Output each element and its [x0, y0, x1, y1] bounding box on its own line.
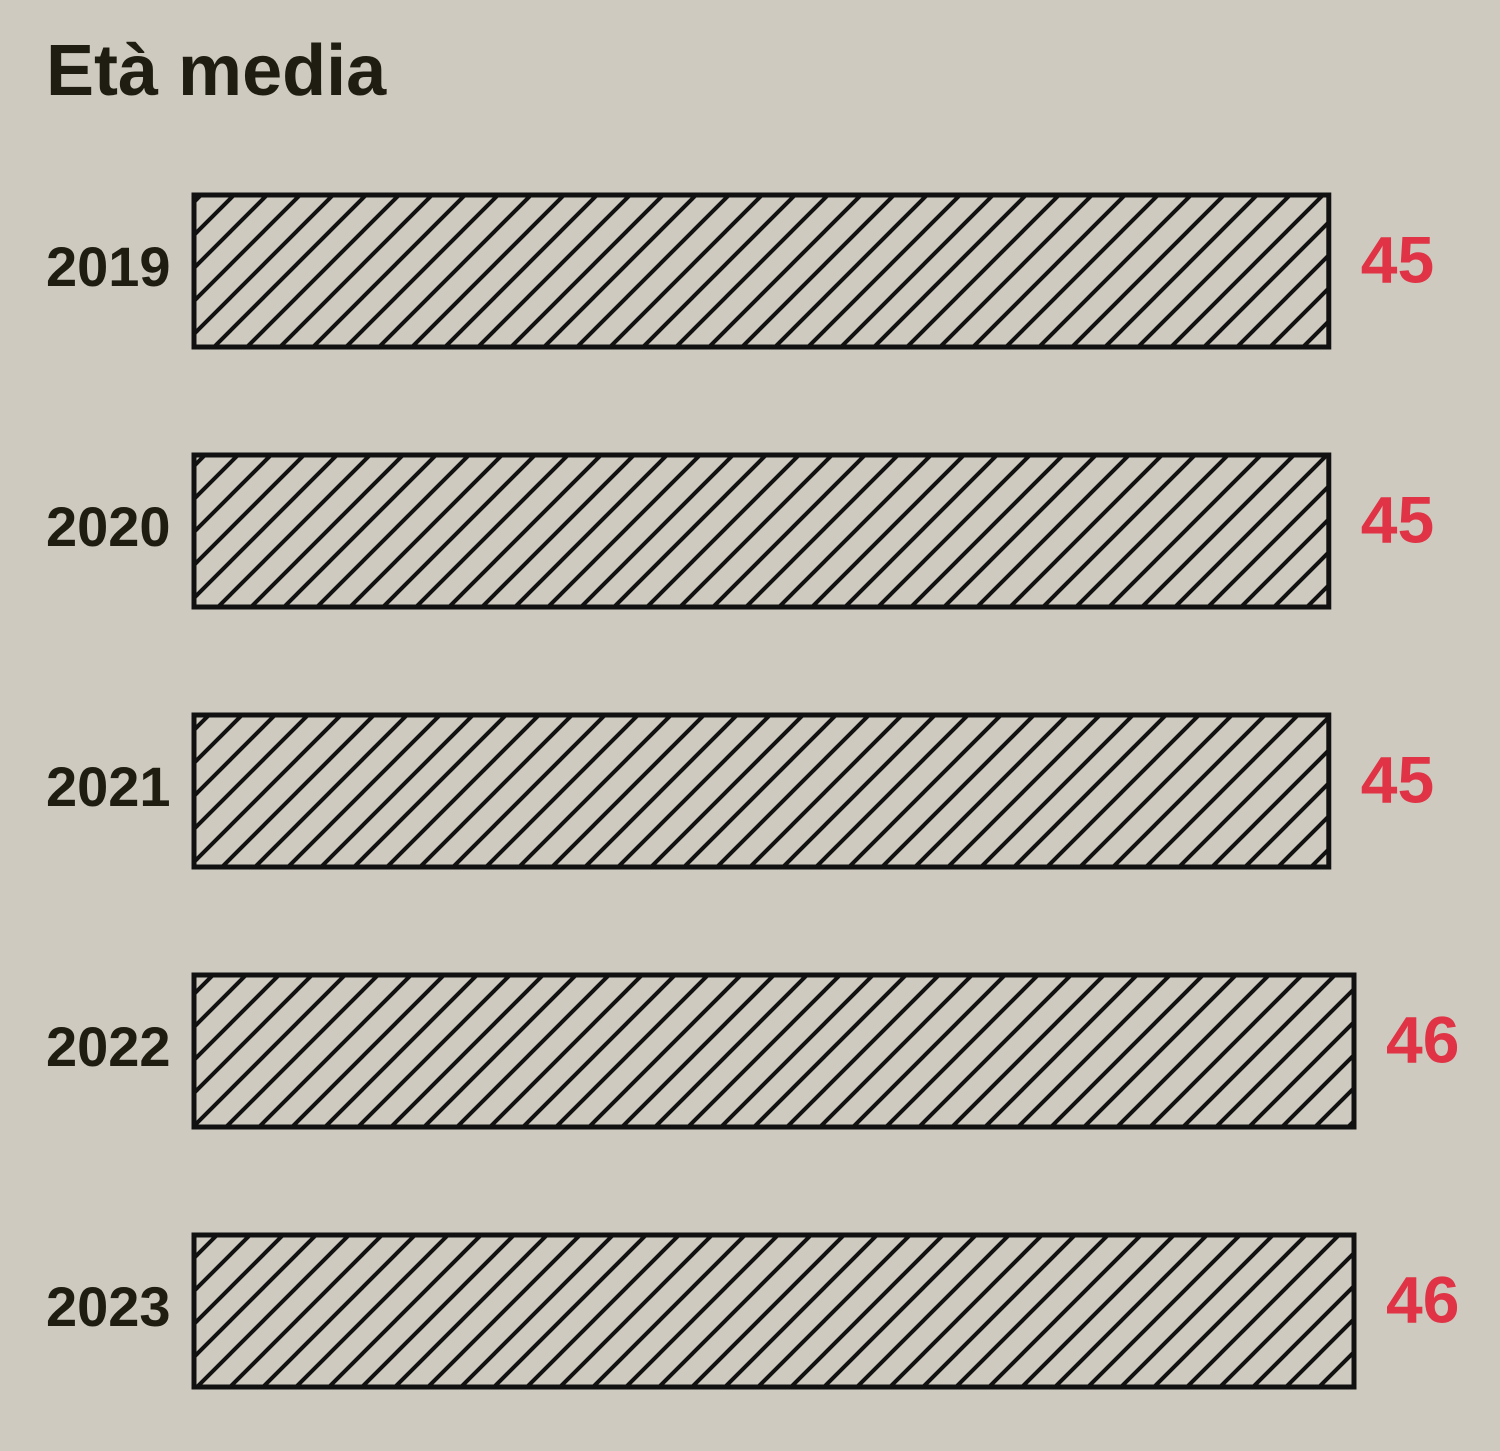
- value-label: 46: [1386, 1262, 1459, 1336]
- bar: [191, 192, 1332, 350]
- value-label: 45: [1361, 222, 1434, 296]
- category-label: 2023: [46, 1275, 171, 1338]
- category-label: 2019: [46, 235, 171, 298]
- category-label: 2021: [46, 755, 171, 818]
- category-label: 2020: [46, 495, 171, 558]
- bar: [191, 452, 1332, 610]
- value-label: 46: [1386, 1002, 1459, 1076]
- chart-title: Età media: [46, 31, 387, 111]
- value-label: 45: [1361, 742, 1434, 816]
- category-label: 2022: [46, 1015, 171, 1078]
- bar: [191, 1232, 1357, 1390]
- bar: [191, 972, 1357, 1130]
- value-label: 45: [1361, 482, 1434, 556]
- bar: [191, 712, 1332, 870]
